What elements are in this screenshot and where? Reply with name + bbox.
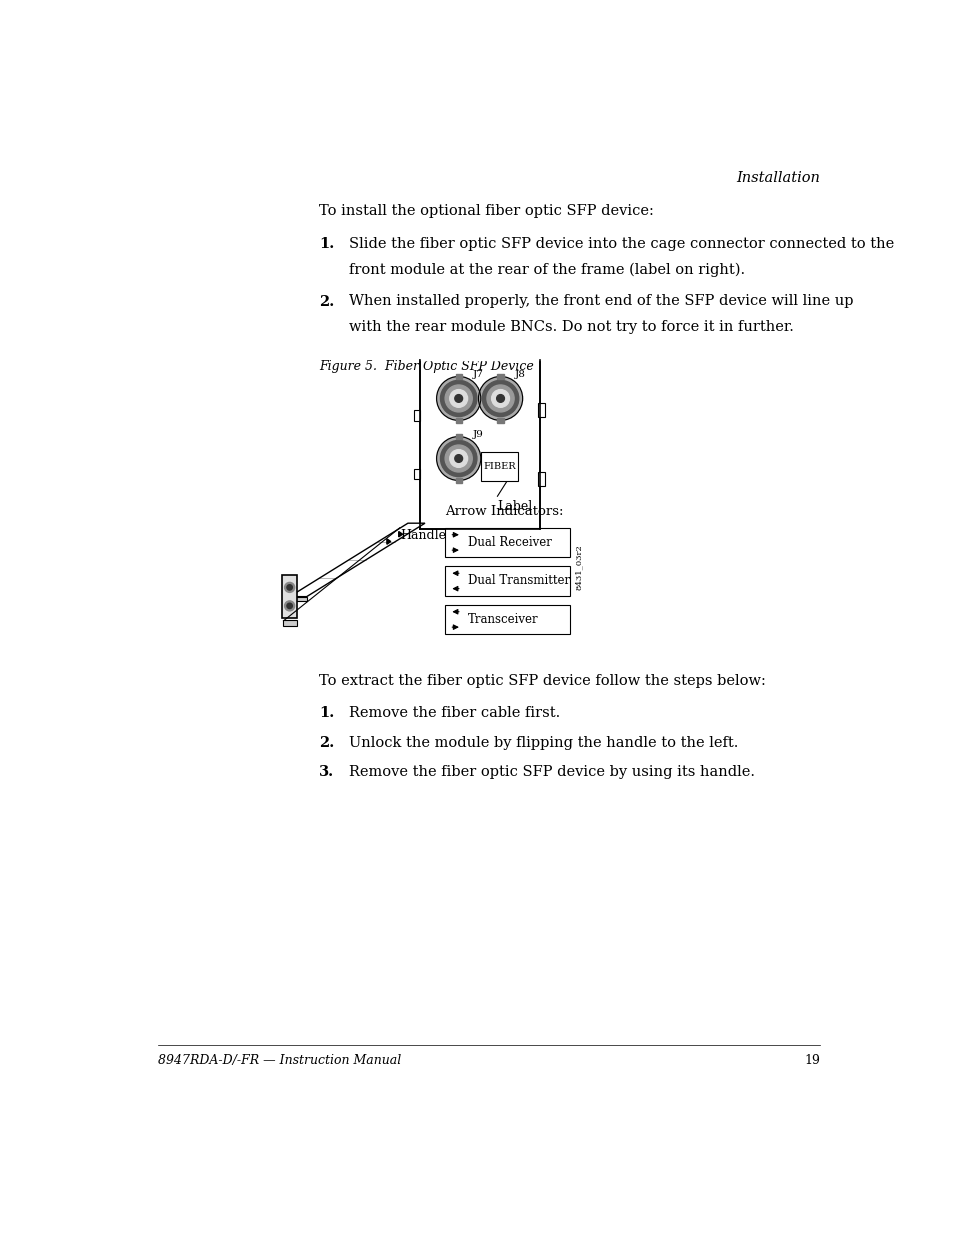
- Circle shape: [497, 395, 504, 403]
- Text: front module at the rear of the frame (label on right).: front module at the rear of the frame (l…: [348, 262, 744, 277]
- Text: with the rear module BNCs. Do not try to force it in further.: with the rear module BNCs. Do not try to…: [348, 320, 793, 333]
- Text: Installation: Installation: [735, 172, 819, 185]
- Circle shape: [491, 389, 509, 408]
- Bar: [419, 359, 539, 530]
- Text: When installed properly, the front end of the SFP device will line up: When installed properly, the front end o…: [348, 294, 852, 309]
- Polygon shape: [387, 538, 391, 545]
- Text: Figure 5.  Fiber Optic SFP Device: Figure 5. Fiber Optic SFP Device: [319, 359, 534, 373]
- Circle shape: [455, 454, 462, 462]
- Circle shape: [478, 377, 522, 420]
- Text: 2.: 2.: [319, 294, 335, 309]
- Text: To install the optional fiber optic SFP device:: To install the optional fiber optic SFP …: [319, 205, 654, 219]
- Bar: [444, 605, 570, 634]
- Circle shape: [445, 445, 472, 472]
- Text: Slide the fiber optic SFP device into the cage connector connected to the: Slide the fiber optic SFP device into th…: [348, 237, 893, 251]
- Text: Arrow Indicators:: Arrow Indicators:: [444, 505, 562, 517]
- Circle shape: [440, 441, 476, 477]
- Text: Remove the fiber optic SFP device by using its handle.: Remove the fiber optic SFP device by usi…: [348, 764, 754, 779]
- Circle shape: [287, 603, 292, 609]
- Polygon shape: [398, 531, 402, 537]
- Text: Dual Transmitter: Dual Transmitter: [468, 574, 570, 588]
- Text: Transceiver: Transceiver: [468, 613, 538, 626]
- Bar: [456, 374, 461, 379]
- Polygon shape: [281, 576, 297, 618]
- Text: Dual Receiver: Dual Receiver: [468, 536, 551, 548]
- Circle shape: [284, 583, 294, 593]
- Circle shape: [486, 385, 514, 412]
- Bar: [497, 417, 503, 424]
- Bar: [414, 468, 420, 479]
- Text: 3.: 3.: [319, 764, 334, 779]
- Circle shape: [284, 601, 294, 611]
- Circle shape: [440, 380, 476, 416]
- Circle shape: [482, 380, 518, 416]
- Polygon shape: [290, 597, 306, 601]
- Text: J9: J9: [472, 430, 483, 440]
- Bar: [537, 472, 544, 487]
- Text: 1.: 1.: [319, 237, 335, 251]
- Circle shape: [436, 377, 480, 420]
- Text: J7: J7: [472, 370, 483, 379]
- Bar: [480, 452, 517, 480]
- Polygon shape: [290, 524, 424, 597]
- Bar: [414, 410, 420, 421]
- Text: 8431_03r2: 8431_03r2: [575, 545, 582, 590]
- Text: 1.: 1.: [319, 706, 335, 720]
- Bar: [497, 374, 503, 379]
- Bar: [456, 417, 461, 424]
- Bar: [444, 527, 570, 557]
- Text: FIBER: FIBER: [483, 462, 516, 471]
- Text: 19: 19: [803, 1055, 819, 1067]
- Bar: [537, 403, 544, 417]
- Text: 8947RDA-D/-FR — Instruction Manual: 8947RDA-D/-FR — Instruction Manual: [158, 1055, 401, 1067]
- Text: Remove the fiber cable first.: Remove the fiber cable first.: [348, 706, 559, 720]
- Circle shape: [287, 584, 292, 590]
- Text: Unlock the module by flipping the handle to the left.: Unlock the module by flipping the handle…: [348, 736, 738, 750]
- Bar: [456, 478, 461, 483]
- Circle shape: [449, 389, 467, 408]
- Bar: [282, 620, 296, 626]
- Bar: [456, 433, 461, 440]
- Text: To extract the fiber optic SFP device follow the steps below:: To extract the fiber optic SFP device fo…: [319, 674, 765, 688]
- Text: Handle: Handle: [399, 530, 445, 542]
- Bar: [444, 567, 570, 595]
- Circle shape: [455, 395, 462, 403]
- Text: 2.: 2.: [319, 736, 335, 750]
- Circle shape: [449, 450, 467, 467]
- Circle shape: [436, 436, 480, 480]
- Circle shape: [445, 385, 472, 412]
- Text: Label: Label: [497, 500, 532, 513]
- Text: J8: J8: [514, 370, 525, 379]
